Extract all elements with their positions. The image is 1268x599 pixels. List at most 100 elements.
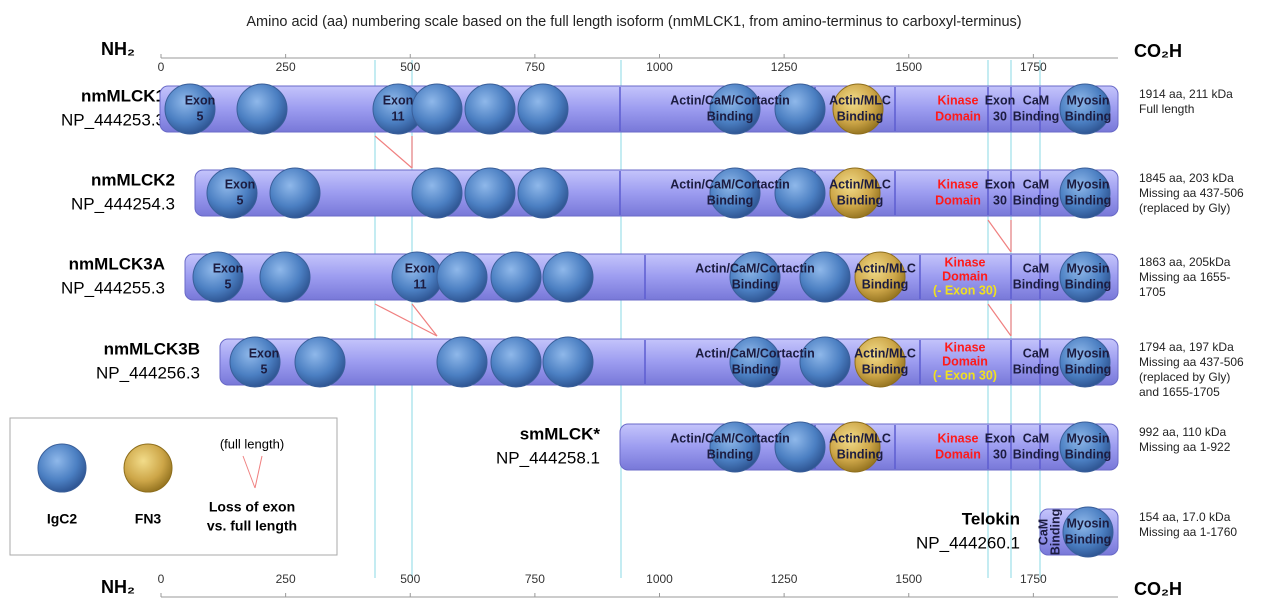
isoform-info: Full length xyxy=(1139,102,1194,116)
exon-label: 5 xyxy=(225,277,232,291)
domain-label: Myosin xyxy=(1066,93,1109,107)
isoform-info: (replaced by Gly) xyxy=(1139,201,1230,215)
isoform-name: nmMLCK2 xyxy=(91,170,175,189)
accession: NP_444255.3 xyxy=(61,278,165,297)
domain-label: Domain xyxy=(935,109,981,123)
isoform-row: nmMLCK2 NP_444254.3 Exon 5 Actin/CaM/Cortact… xyxy=(71,168,1244,218)
exon-label: Exon xyxy=(225,177,256,191)
domain-label: Domain xyxy=(935,193,981,207)
tick-label: 500 xyxy=(400,60,420,74)
isoform-info: Missing aa 1-1760 xyxy=(1139,525,1237,539)
reference-lines xyxy=(375,60,1040,578)
igc2-domain xyxy=(260,252,310,302)
accession: NP_444254.3 xyxy=(71,194,175,213)
igc2-domain xyxy=(491,252,541,302)
igc2-domain xyxy=(165,84,215,134)
domain-label: Binding xyxy=(1065,447,1112,461)
domain-label: Binding xyxy=(1065,532,1112,546)
igc2-domain xyxy=(270,168,320,218)
tick-label: 1750 xyxy=(1020,572,1047,586)
tick-label: 500 xyxy=(400,572,420,586)
domain-label: Kinase xyxy=(945,340,986,354)
domain-label: Kinase xyxy=(938,93,979,107)
igc2-domain xyxy=(543,252,593,302)
legend: IgC2 FN3 (full length) Loss of exon vs. … xyxy=(10,418,337,555)
domain-label: Actin/MLC xyxy=(829,177,891,191)
domain-label: Binding xyxy=(837,109,884,123)
domain-label: Actin/CaM/Cortactin xyxy=(670,93,789,107)
tick-label: 0 xyxy=(158,60,165,74)
legend-loss: vs. full length xyxy=(207,518,297,534)
igc2-domain xyxy=(518,84,568,134)
domain-label: Myosin xyxy=(1066,516,1109,530)
legend-igc2: IgC2 xyxy=(47,511,78,527)
exon-label: 5 xyxy=(197,109,204,123)
domain-label: Binding xyxy=(1013,362,1060,376)
diagram: Amino acid (aa) numbering scale based on… xyxy=(0,0,1268,599)
domain-label: Binding xyxy=(732,362,779,376)
accession: NP_444256.3 xyxy=(96,363,200,382)
domain-label: Actin/MLC xyxy=(854,346,916,360)
domain-label: Domain xyxy=(935,447,981,461)
isoform-row: smMLCK*NP_444258.1Actin/CaM/CortactinBin… xyxy=(496,422,1231,472)
tick-label: 1750 xyxy=(1020,60,1047,74)
igc2-domain xyxy=(800,337,850,387)
exon-label: 11 xyxy=(413,277,426,291)
igc2-domain xyxy=(295,337,345,387)
tick-label: 750 xyxy=(525,572,545,586)
igc2-domain xyxy=(412,84,462,134)
domain-label: Actin/CaM/Cortactin xyxy=(670,177,789,191)
isoform-row: nmMLCK3BNP_444256.3Exon5Actin/CaM/Cortac… xyxy=(96,337,1244,399)
domain-label: CaM xyxy=(1023,431,1049,445)
domain-label: CaM xyxy=(1023,346,1049,360)
igc2-domain xyxy=(491,337,541,387)
domain-label: Binding xyxy=(707,109,754,123)
exon-label: Exon xyxy=(213,261,244,275)
accession: NP_444258.1 xyxy=(496,448,600,467)
domain-label: CaM xyxy=(1023,177,1049,191)
isoform-name: Telokin xyxy=(962,509,1020,528)
domain-label: Kinase xyxy=(938,177,979,191)
exon-loss-lines xyxy=(375,136,1011,336)
domain-label: Binding xyxy=(1065,109,1112,123)
domain-label: Binding xyxy=(1048,509,1062,556)
domain-label: Binding xyxy=(837,447,884,461)
exon-label: 30 xyxy=(993,109,1007,123)
isoform-info: 1794 aa, 197 kDa xyxy=(1139,340,1234,354)
igc2-domain xyxy=(193,252,243,302)
domain-label: Myosin xyxy=(1066,431,1109,445)
isoform-info: 1914 aa, 211 kDa xyxy=(1139,87,1233,101)
igc2-domain xyxy=(230,337,280,387)
igc2-domain xyxy=(437,252,487,302)
igc2-domain xyxy=(775,168,825,218)
isoform-name: nmMLCK3B xyxy=(104,339,200,358)
domain-label: Binding xyxy=(707,447,754,461)
domain-label: Binding xyxy=(707,193,754,207)
isoform-name: nmMLCK1 xyxy=(81,86,165,105)
tick-label: 750 xyxy=(525,60,545,74)
tick-label: 250 xyxy=(276,60,296,74)
isoform-info: (replaced by Gly) xyxy=(1139,370,1230,384)
isoform-row: nmMLCK3ANP_444255.3Exon5Exon11Actin/CaM/… xyxy=(61,252,1231,302)
legend-full-length: (full length) xyxy=(220,436,284,451)
exon-label: 30 xyxy=(993,193,1007,207)
exon-label: 5 xyxy=(237,193,244,207)
tick-label: 250 xyxy=(276,572,296,586)
tick-label: 0 xyxy=(158,572,165,586)
n-term: NH₂ xyxy=(101,577,135,597)
n-term: NH₂ xyxy=(101,39,135,59)
exon-label: 11 xyxy=(391,109,404,123)
domain-label: Binding xyxy=(1065,193,1112,207)
igc2-domain xyxy=(800,252,850,302)
domain-label: Binding xyxy=(1065,277,1112,291)
c-term: CO₂H xyxy=(1134,579,1182,599)
igc2-domain xyxy=(543,337,593,387)
igc2-domain xyxy=(465,84,515,134)
domain-label: Myosin xyxy=(1066,346,1109,360)
exon-label: Exon xyxy=(249,346,280,360)
legend-igc2-icon xyxy=(38,444,86,492)
igc2-domain xyxy=(437,337,487,387)
isoform-row: nmMLCK1NP_444253.3Exon5Exon11Actin/CaM/C… xyxy=(61,84,1233,134)
domain-label: Kinase xyxy=(945,255,986,269)
isoform-info: 992 aa, 110 kDa xyxy=(1139,425,1227,439)
